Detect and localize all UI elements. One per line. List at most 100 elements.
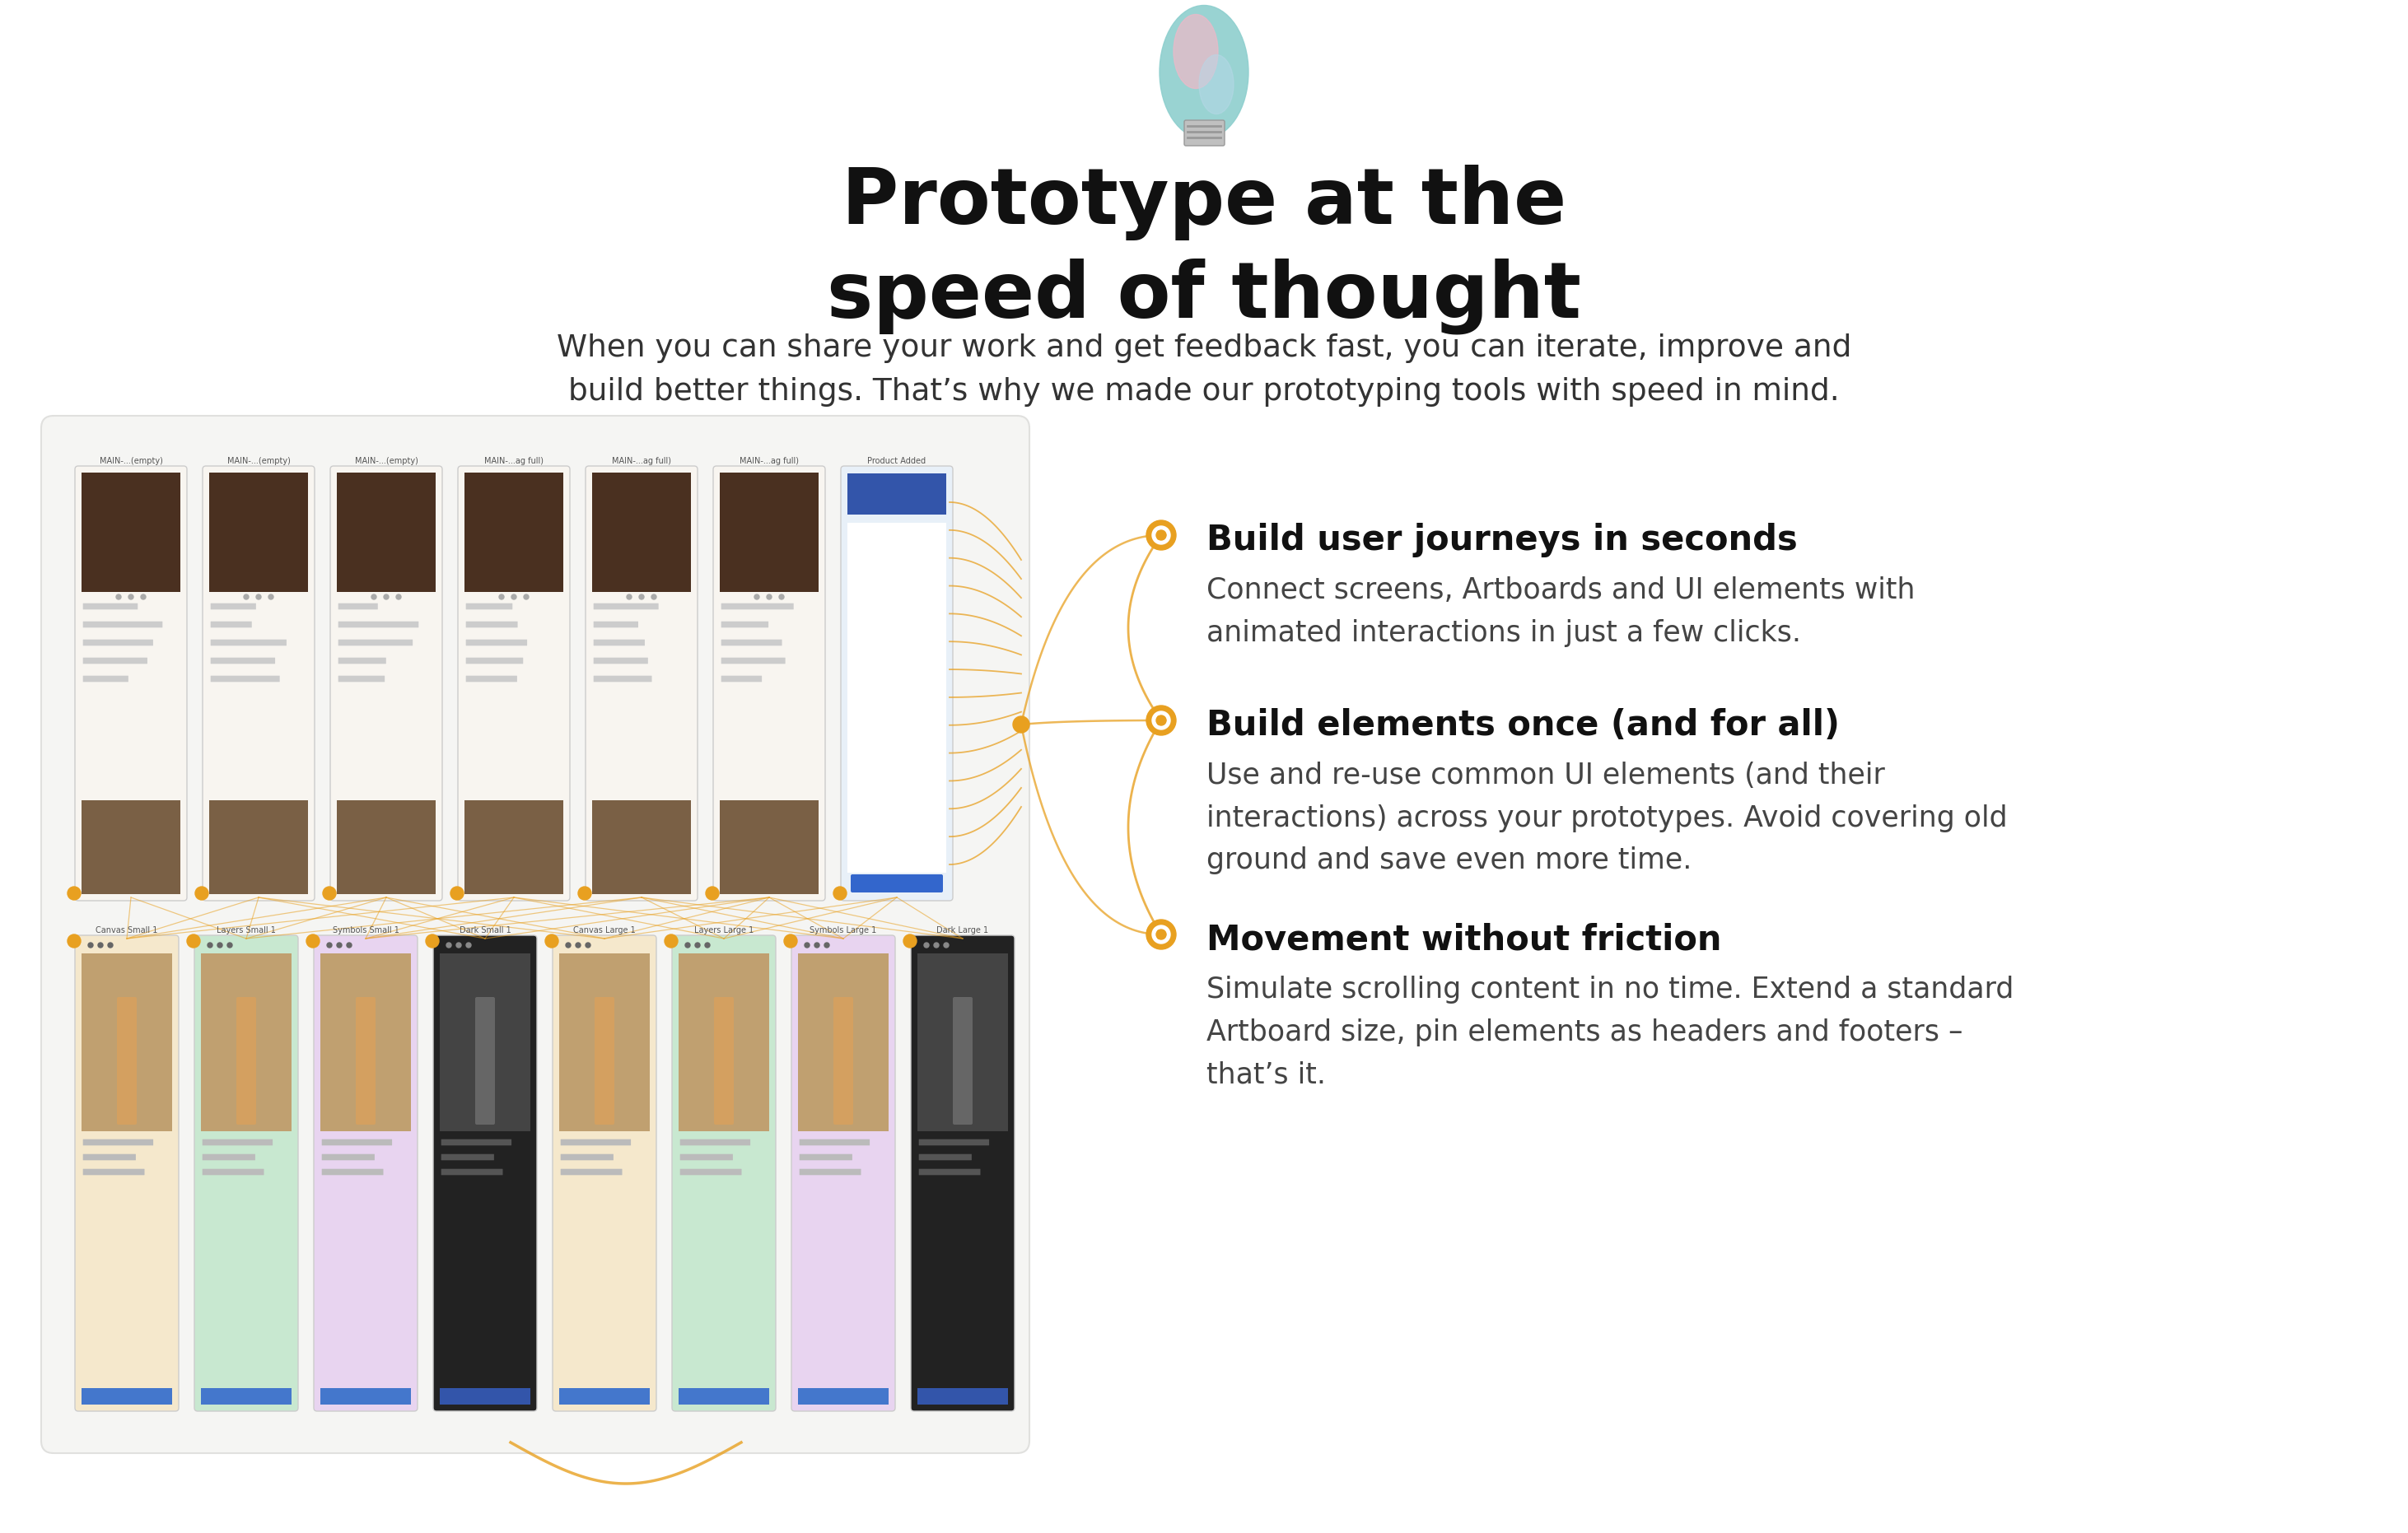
Circle shape	[824, 943, 828, 947]
FancyBboxPatch shape	[330, 466, 443, 901]
Circle shape	[255, 595, 260, 599]
Circle shape	[766, 595, 771, 599]
Circle shape	[1146, 520, 1175, 550]
FancyBboxPatch shape	[592, 676, 653, 682]
Text: Canvas Small 1: Canvas Small 1	[96, 926, 159, 935]
Circle shape	[544, 935, 559, 947]
Circle shape	[1156, 716, 1165, 725]
Text: Simulate scrolling content in no time. Extend a standard
Artboard size, pin elem: Simulate scrolling content in no time. E…	[1206, 975, 2013, 1088]
FancyBboxPatch shape	[910, 935, 1014, 1412]
FancyBboxPatch shape	[954, 996, 973, 1125]
FancyBboxPatch shape	[200, 954, 291, 1131]
FancyBboxPatch shape	[82, 1139, 154, 1145]
Text: When you can share your work and get feedback fast, you can iterate, improve and: When you can share your work and get fee…	[556, 334, 1852, 406]
FancyBboxPatch shape	[465, 621, 518, 627]
FancyBboxPatch shape	[441, 1168, 503, 1176]
FancyBboxPatch shape	[592, 621, 638, 627]
FancyBboxPatch shape	[799, 1139, 869, 1145]
FancyBboxPatch shape	[592, 639, 645, 645]
FancyBboxPatch shape	[82, 604, 137, 610]
Circle shape	[498, 595, 503, 599]
FancyBboxPatch shape	[679, 1139, 751, 1145]
Circle shape	[116, 595, 120, 599]
FancyBboxPatch shape	[82, 954, 171, 1131]
Ellipse shape	[1199, 55, 1233, 113]
FancyBboxPatch shape	[82, 1154, 135, 1160]
FancyBboxPatch shape	[441, 1387, 530, 1404]
Circle shape	[323, 886, 337, 900]
Circle shape	[934, 943, 939, 947]
FancyBboxPatch shape	[323, 1139, 393, 1145]
FancyBboxPatch shape	[320, 1387, 412, 1404]
FancyBboxPatch shape	[679, 1387, 768, 1404]
Circle shape	[814, 943, 819, 947]
Text: Canvas Large 1: Canvas Large 1	[573, 926, 636, 935]
FancyBboxPatch shape	[202, 1154, 255, 1160]
FancyBboxPatch shape	[202, 1139, 272, 1145]
Text: Symbols Small 1: Symbols Small 1	[332, 926, 400, 935]
FancyBboxPatch shape	[337, 800, 436, 894]
Circle shape	[1146, 705, 1175, 736]
Text: Product Added: Product Added	[867, 457, 927, 464]
FancyBboxPatch shape	[82, 639, 154, 645]
FancyBboxPatch shape	[200, 1387, 291, 1404]
Text: MAIN-...(empty): MAIN-...(empty)	[99, 457, 164, 464]
FancyBboxPatch shape	[720, 800, 819, 894]
Circle shape	[67, 886, 82, 900]
FancyBboxPatch shape	[337, 639, 412, 645]
Circle shape	[243, 595, 248, 599]
FancyBboxPatch shape	[82, 621, 161, 627]
Text: Layers Large 1: Layers Large 1	[694, 926, 754, 935]
FancyBboxPatch shape	[441, 1139, 510, 1145]
FancyBboxPatch shape	[82, 800, 181, 894]
FancyBboxPatch shape	[458, 466, 571, 901]
FancyBboxPatch shape	[118, 996, 137, 1125]
Circle shape	[467, 943, 472, 947]
Polygon shape	[1158, 530, 1165, 540]
Circle shape	[89, 943, 94, 947]
FancyBboxPatch shape	[679, 1168, 742, 1176]
Ellipse shape	[1161, 5, 1247, 138]
FancyBboxPatch shape	[209, 676, 279, 682]
FancyBboxPatch shape	[559, 954, 650, 1131]
Text: MAIN-...ag full): MAIN-...ag full)	[612, 457, 672, 464]
FancyBboxPatch shape	[679, 1154, 732, 1160]
FancyBboxPatch shape	[202, 466, 315, 901]
FancyBboxPatch shape	[195, 935, 299, 1412]
FancyBboxPatch shape	[561, 1168, 621, 1176]
FancyBboxPatch shape	[209, 800, 308, 894]
Text: Build elements once (and for all): Build elements once (and for all)	[1206, 708, 1840, 742]
FancyBboxPatch shape	[209, 472, 308, 592]
Circle shape	[696, 943, 701, 947]
FancyBboxPatch shape	[337, 658, 385, 664]
FancyBboxPatch shape	[465, 658, 523, 664]
FancyBboxPatch shape	[561, 1154, 614, 1160]
Circle shape	[455, 943, 462, 947]
Circle shape	[383, 595, 388, 599]
Text: Movement without friction: Movement without friction	[1206, 923, 1722, 957]
Circle shape	[686, 943, 691, 947]
Circle shape	[706, 886, 720, 900]
Circle shape	[754, 595, 759, 599]
Circle shape	[1146, 920, 1175, 949]
Circle shape	[426, 935, 438, 947]
Circle shape	[217, 943, 222, 947]
Circle shape	[371, 595, 376, 599]
FancyBboxPatch shape	[82, 676, 128, 682]
FancyBboxPatch shape	[1185, 120, 1226, 146]
Circle shape	[780, 595, 785, 599]
FancyBboxPatch shape	[840, 466, 954, 901]
Circle shape	[207, 943, 212, 947]
FancyBboxPatch shape	[592, 658, 648, 664]
FancyBboxPatch shape	[720, 639, 783, 645]
Circle shape	[128, 595, 132, 599]
FancyBboxPatch shape	[82, 658, 147, 664]
Text: Layers Small 1: Layers Small 1	[217, 926, 277, 935]
FancyBboxPatch shape	[720, 621, 768, 627]
FancyBboxPatch shape	[209, 658, 275, 664]
FancyBboxPatch shape	[441, 1154, 494, 1160]
FancyBboxPatch shape	[799, 1154, 852, 1160]
FancyBboxPatch shape	[715, 996, 734, 1125]
FancyBboxPatch shape	[82, 472, 181, 592]
Text: MAIN-...(empty): MAIN-...(empty)	[226, 457, 291, 464]
